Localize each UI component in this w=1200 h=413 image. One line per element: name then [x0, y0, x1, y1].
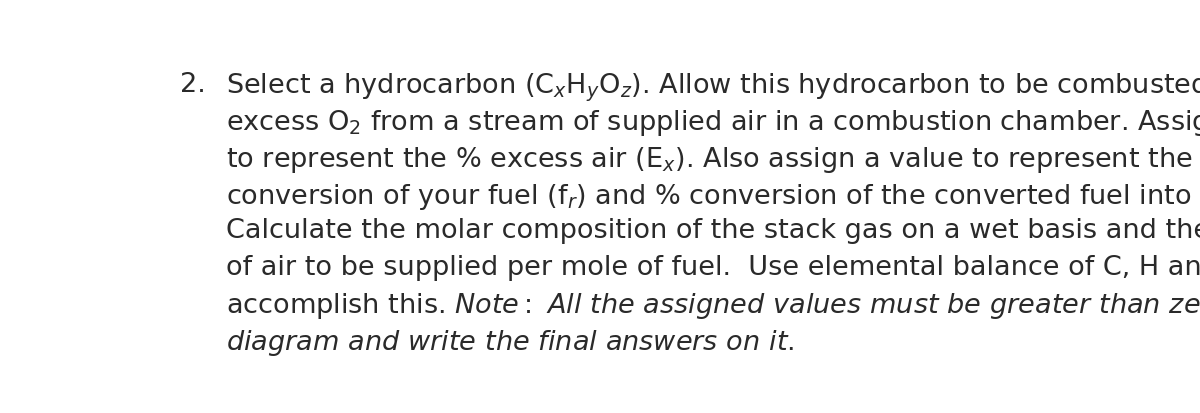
Text: accomplish this. $\it{Note:\ All\ the\ assigned\ values\ must\ be\ greater\ than: accomplish this. $\it{Note:\ All\ the\ a…: [227, 291, 1200, 321]
Text: Select a hydrocarbon (C$_x$H$_y$O$_z$). Allow this hydrocarbon to be combusted w: Select a hydrocarbon (C$_x$H$_y$O$_z$). …: [227, 72, 1200, 104]
Text: of air to be supplied per mole of fuel.  Use elemental balance of C, H and O to: of air to be supplied per mole of fuel. …: [227, 255, 1200, 281]
Text: to represent the % excess air (E$_x$). Also assign a value to represent the %: to represent the % excess air (E$_x$). A…: [227, 145, 1200, 175]
Text: Calculate the molar composition of the stack gas on a wet basis and the total mo: Calculate the molar composition of the s…: [227, 218, 1200, 244]
Text: conversion of your fuel (f$_r$) and % conversion of the converted fuel into CO (: conversion of your fuel (f$_r$) and % co…: [227, 182, 1200, 211]
Text: $\it{diagram\ and\ write\ the\ final\ answers\ on\ it.}$: $\it{diagram\ and\ write\ the\ final\ an…: [227, 328, 794, 358]
Text: 2.: 2.: [180, 72, 205, 98]
Text: excess O$_2$ from a stream of supplied air in a combustion chamber. Assign a val: excess O$_2$ from a stream of supplied a…: [227, 108, 1200, 138]
